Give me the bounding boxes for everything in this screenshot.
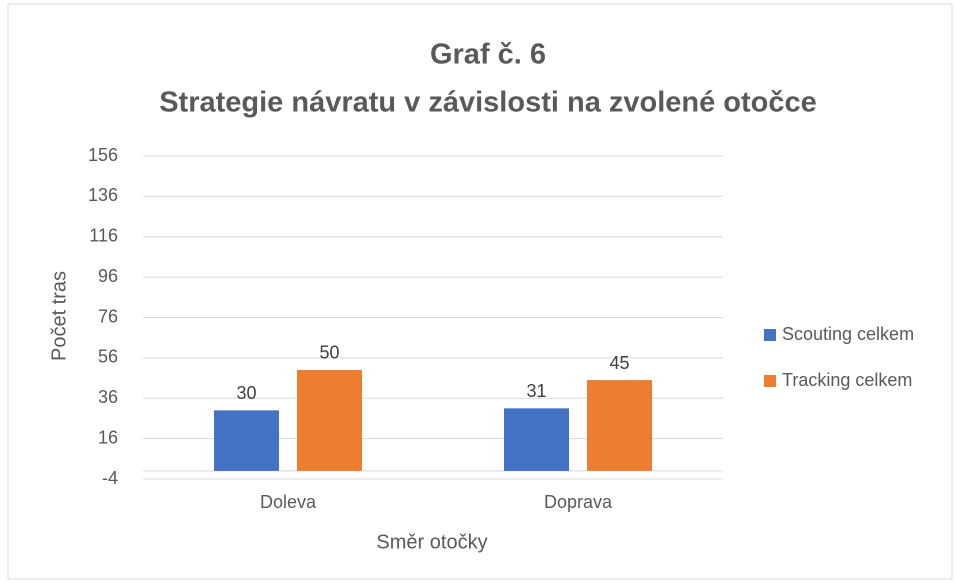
data-label: 30 xyxy=(236,383,256,403)
y-tick-label: 96 xyxy=(98,266,118,286)
x-tick-label: Doleva xyxy=(260,492,317,512)
y-tick-label: 136 xyxy=(88,185,118,205)
y-tick-label: 56 xyxy=(98,347,118,367)
x-axis-label: Směr otočky xyxy=(376,531,487,553)
data-label: 50 xyxy=(319,343,339,363)
y-tick-label: 116 xyxy=(89,226,118,246)
data-label: 45 xyxy=(609,353,629,373)
chart-title: Graf č. 6 xyxy=(430,39,546,71)
y-axis-label: Počet tras xyxy=(48,271,70,361)
y-tick-label: 36 xyxy=(98,387,118,407)
chart-title: Strategie návratu v závislosti na zvolen… xyxy=(159,87,817,119)
chart-border xyxy=(7,3,953,580)
y-tick-label: -4 xyxy=(102,468,118,488)
legend-label: Tracking celkem xyxy=(782,370,912,390)
bar xyxy=(297,369,362,471)
bar xyxy=(504,408,569,471)
bar xyxy=(587,380,652,471)
y-tick-label: 16 xyxy=(98,427,118,447)
legend-swatch xyxy=(764,329,776,341)
x-tick-label: Doprava xyxy=(544,492,613,512)
data-label: 31 xyxy=(526,381,546,401)
y-tick-label: 156 xyxy=(88,145,118,165)
legend-label: Scouting celkem xyxy=(782,324,914,344)
y-tick-label: 76 xyxy=(98,306,118,326)
legend-swatch xyxy=(764,375,776,387)
bar xyxy=(214,410,279,471)
